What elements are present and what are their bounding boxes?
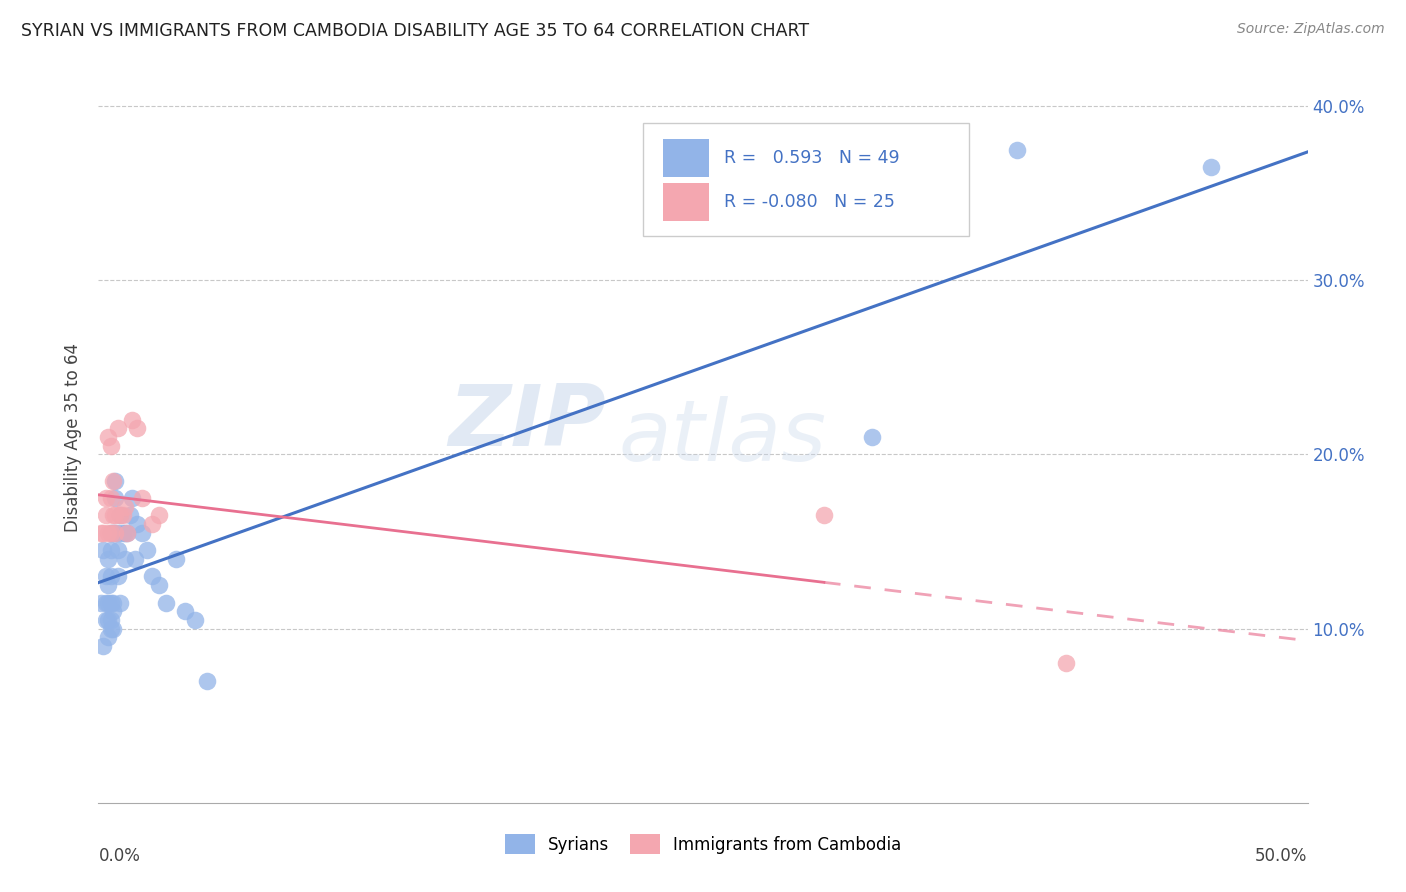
Point bbox=[94, 508, 117, 523]
Point bbox=[101, 525, 124, 540]
Text: Source: ZipAtlas.com: Source: ZipAtlas.com bbox=[1237, 22, 1385, 37]
Point bbox=[155, 595, 177, 609]
Point bbox=[91, 639, 114, 653]
Point bbox=[114, 525, 136, 540]
Point bbox=[114, 500, 136, 514]
Point bbox=[104, 491, 127, 505]
Point bbox=[100, 543, 122, 558]
Point bbox=[100, 439, 122, 453]
Point bbox=[101, 604, 124, 618]
Point bbox=[107, 569, 129, 583]
Text: R = -0.080   N = 25: R = -0.080 N = 25 bbox=[724, 194, 894, 211]
FancyBboxPatch shape bbox=[643, 122, 969, 235]
Text: atlas: atlas bbox=[619, 395, 827, 479]
Point bbox=[131, 525, 153, 540]
Point bbox=[114, 552, 136, 566]
Point bbox=[121, 491, 143, 505]
Point bbox=[101, 595, 124, 609]
Point bbox=[117, 525, 139, 540]
Point bbox=[141, 569, 163, 583]
Point bbox=[101, 474, 124, 488]
Point bbox=[107, 525, 129, 540]
Point bbox=[94, 569, 117, 583]
FancyBboxPatch shape bbox=[664, 183, 709, 221]
Point bbox=[121, 412, 143, 426]
Point bbox=[104, 525, 127, 540]
Text: ZIP: ZIP bbox=[449, 381, 606, 464]
Point bbox=[97, 595, 120, 609]
Point bbox=[100, 595, 122, 609]
Point bbox=[1199, 160, 1222, 174]
Point bbox=[97, 552, 120, 566]
Point bbox=[91, 525, 114, 540]
Point bbox=[111, 508, 134, 523]
Point bbox=[860, 430, 883, 444]
Point bbox=[148, 578, 170, 592]
Point bbox=[100, 491, 122, 505]
Point bbox=[813, 508, 835, 523]
Point bbox=[94, 613, 117, 627]
Point bbox=[100, 525, 122, 540]
Text: SYRIAN VS IMMIGRANTS FROM CAMBODIA DISABILITY AGE 35 TO 64 CORRELATION CHART: SYRIAN VS IMMIGRANTS FROM CAMBODIA DISAB… bbox=[21, 22, 810, 40]
Point bbox=[148, 508, 170, 523]
Point bbox=[118, 508, 141, 523]
Text: 50.0%: 50.0% bbox=[1256, 847, 1308, 864]
Point bbox=[104, 508, 127, 523]
Point bbox=[104, 474, 127, 488]
Point bbox=[97, 631, 120, 645]
Point bbox=[108, 508, 131, 523]
Point bbox=[97, 430, 120, 444]
Point bbox=[97, 578, 120, 592]
Point bbox=[100, 622, 122, 636]
Point bbox=[100, 613, 122, 627]
Point bbox=[107, 543, 129, 558]
Point bbox=[94, 491, 117, 505]
Point bbox=[100, 525, 122, 540]
Text: 0.0%: 0.0% bbox=[98, 847, 141, 864]
Point bbox=[127, 421, 149, 435]
Point bbox=[108, 508, 131, 523]
Text: R =   0.593   N = 49: R = 0.593 N = 49 bbox=[724, 149, 900, 168]
Point bbox=[195, 673, 218, 688]
Point bbox=[127, 517, 149, 532]
Point bbox=[90, 525, 112, 540]
Point bbox=[1007, 143, 1029, 157]
Point bbox=[124, 552, 146, 566]
Point bbox=[131, 491, 153, 505]
Point bbox=[141, 517, 163, 532]
Point bbox=[174, 604, 197, 618]
Point bbox=[108, 595, 131, 609]
Point bbox=[91, 543, 114, 558]
FancyBboxPatch shape bbox=[664, 139, 709, 178]
Point bbox=[97, 525, 120, 540]
Point bbox=[97, 613, 120, 627]
Legend: Syrians, Immigrants from Cambodia: Syrians, Immigrants from Cambodia bbox=[498, 828, 908, 860]
Point bbox=[90, 595, 112, 609]
Point bbox=[165, 552, 187, 566]
Point bbox=[104, 525, 127, 540]
Point bbox=[135, 543, 157, 558]
Point bbox=[94, 595, 117, 609]
Point bbox=[1054, 657, 1077, 671]
Point bbox=[184, 613, 207, 627]
Point bbox=[101, 622, 124, 636]
Y-axis label: Disability Age 35 to 64: Disability Age 35 to 64 bbox=[65, 343, 83, 532]
Point bbox=[111, 525, 134, 540]
Point bbox=[117, 525, 139, 540]
Point bbox=[100, 569, 122, 583]
Point bbox=[107, 421, 129, 435]
Point bbox=[101, 508, 124, 523]
